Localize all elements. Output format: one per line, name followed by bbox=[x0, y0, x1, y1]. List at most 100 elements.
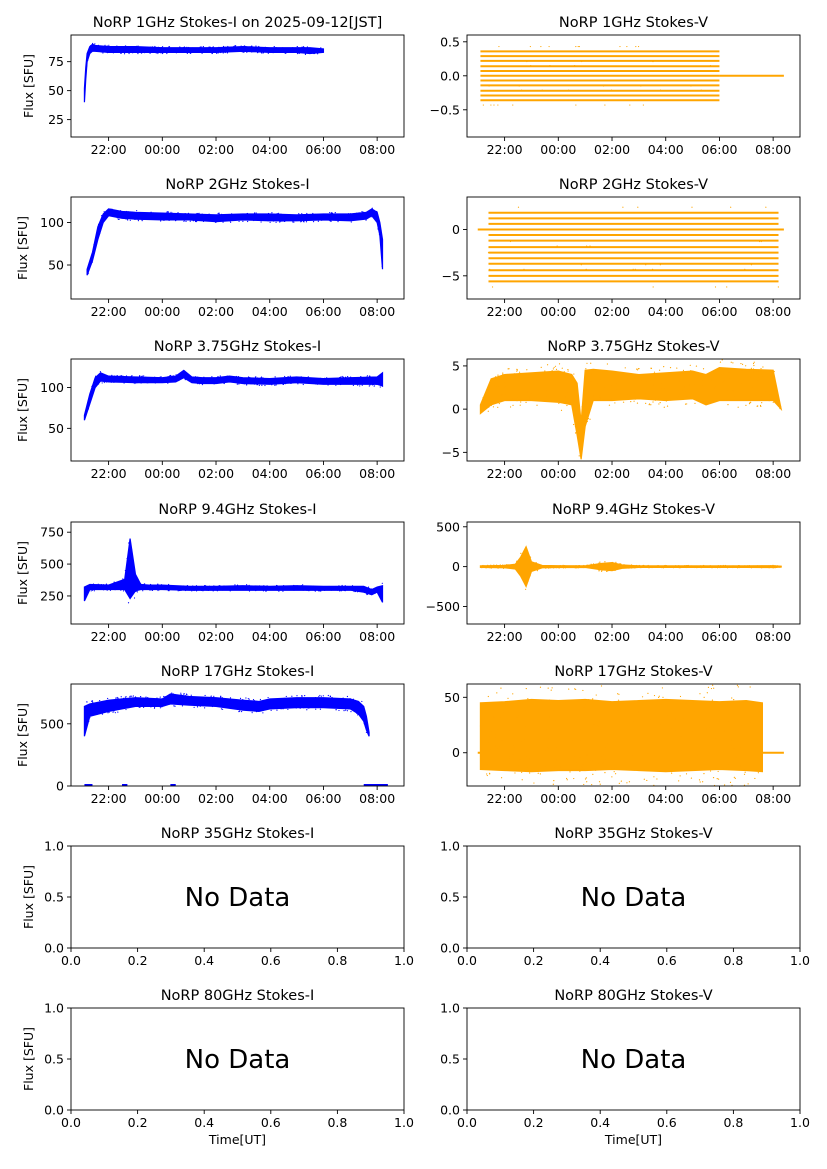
data-point bbox=[528, 99, 530, 101]
data-point bbox=[346, 218, 348, 220]
data-point bbox=[598, 731, 600, 733]
data-point bbox=[707, 566, 709, 568]
data-point bbox=[523, 268, 525, 270]
data-point bbox=[314, 705, 316, 708]
data-point bbox=[605, 99, 608, 101]
data-point bbox=[165, 587, 167, 590]
data-point bbox=[479, 725, 482, 727]
data-point bbox=[224, 51, 226, 54]
data-point bbox=[120, 216, 122, 218]
data-point bbox=[775, 393, 777, 395]
data-point bbox=[221, 378, 223, 380]
data-point bbox=[299, 702, 302, 704]
data-point bbox=[636, 402, 639, 404]
data-point bbox=[342, 702, 345, 704]
data-point bbox=[665, 717, 667, 719]
data-point bbox=[643, 99, 645, 101]
data-point bbox=[159, 707, 161, 709]
data-point bbox=[772, 401, 774, 403]
data-point bbox=[99, 371, 102, 373]
data-point bbox=[506, 761, 509, 763]
data-point bbox=[265, 702, 267, 704]
data-point bbox=[212, 46, 214, 48]
data-point bbox=[306, 46, 309, 48]
data-point bbox=[584, 565, 587, 567]
data-point bbox=[603, 754, 605, 756]
data-point bbox=[705, 565, 707, 567]
data-point bbox=[593, 389, 595, 391]
data-point bbox=[359, 378, 361, 381]
x-tick-label: 0.8 bbox=[327, 1115, 347, 1130]
data-point bbox=[193, 47, 195, 49]
data-point bbox=[309, 586, 312, 588]
data-point bbox=[595, 769, 597, 771]
data-point bbox=[152, 51, 154, 53]
x-tick-label: 0.4 bbox=[194, 1115, 214, 1130]
data-point bbox=[718, 377, 720, 379]
data-point bbox=[197, 383, 199, 385]
data-point bbox=[161, 215, 163, 218]
data-point bbox=[615, 561, 617, 563]
data-point bbox=[554, 384, 556, 386]
data-point bbox=[278, 215, 281, 217]
data-point bbox=[319, 377, 321, 379]
data-point bbox=[186, 215, 189, 218]
data-point bbox=[652, 70, 655, 72]
data-point bbox=[369, 591, 371, 594]
data-point bbox=[107, 697, 109, 700]
data-point bbox=[175, 52, 177, 54]
data-point bbox=[685, 702, 687, 704]
data-point bbox=[500, 777, 503, 779]
data-point bbox=[353, 377, 355, 380]
data-point bbox=[559, 269, 561, 271]
data-point bbox=[671, 772, 673, 774]
data-point bbox=[696, 565, 698, 568]
data-point bbox=[285, 587, 287, 589]
data-point bbox=[560, 386, 562, 388]
data-point bbox=[156, 214, 159, 216]
data-point bbox=[657, 50, 659, 52]
data-point bbox=[192, 377, 194, 379]
data-point bbox=[657, 377, 659, 379]
data-point bbox=[777, 396, 779, 399]
y-axis-label: Flux [SFU] bbox=[15, 216, 30, 280]
data-point bbox=[556, 245, 558, 247]
data-point bbox=[739, 393, 741, 395]
data-point bbox=[578, 455, 580, 457]
data-point bbox=[139, 46, 142, 48]
data-point bbox=[221, 216, 223, 218]
data-point bbox=[170, 213, 173, 216]
data-point bbox=[132, 211, 134, 213]
data-point bbox=[244, 217, 246, 220]
data-point bbox=[304, 701, 306, 703]
data-point bbox=[595, 568, 597, 570]
data-point bbox=[494, 376, 497, 378]
data-point bbox=[217, 587, 219, 590]
data-point bbox=[204, 382, 206, 384]
data-point bbox=[86, 701, 88, 703]
data-point bbox=[612, 79, 614, 82]
data-point bbox=[564, 701, 567, 703]
data-point bbox=[603, 386, 605, 389]
data-point bbox=[586, 566, 588, 568]
data-point bbox=[102, 378, 104, 380]
data-point bbox=[260, 380, 262, 382]
data-point bbox=[207, 380, 209, 382]
data-point bbox=[662, 392, 665, 394]
data-point bbox=[309, 589, 311, 591]
data-point bbox=[663, 703, 665, 705]
data-point bbox=[92, 583, 95, 585]
axes-frame bbox=[466, 34, 801, 138]
data-point bbox=[545, 567, 547, 569]
data-point bbox=[520, 552, 522, 554]
data-point bbox=[234, 380, 236, 382]
data-point bbox=[634, 70, 636, 72]
data-point bbox=[690, 392, 692, 395]
data-point bbox=[357, 713, 360, 716]
data-point bbox=[123, 51, 125, 54]
data-point bbox=[545, 749, 547, 751]
data-point bbox=[341, 587, 343, 589]
data-point bbox=[210, 49, 212, 51]
data-point bbox=[134, 696, 137, 698]
